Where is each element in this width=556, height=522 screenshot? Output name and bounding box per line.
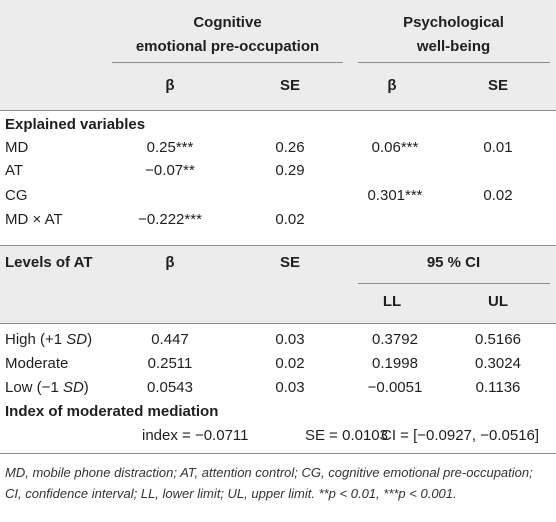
- section-title-levels: Levels of AT: [5, 254, 93, 271]
- group1-title-line1: Cognitive: [193, 14, 262, 31]
- row-label: Low (−1 SD): [5, 379, 89, 396]
- section2-top-rule: [0, 245, 556, 246]
- se-value: 0.02: [275, 211, 305, 228]
- subheader-shade: [0, 245, 556, 324]
- beta-value: −0.222***: [138, 211, 202, 228]
- ll-value: 0.1998: [372, 355, 418, 372]
- beta-header-1: β: [165, 77, 175, 94]
- section-title-explained: Explained variables: [5, 116, 146, 133]
- index-ci-value: CI = [−0.0927, −0.0516]: [381, 427, 540, 444]
- se-header-levels: SE: [279, 254, 300, 271]
- beta-value: 0.0543: [147, 379, 193, 396]
- row-label: AT: [5, 162, 24, 179]
- se-value: 0.02: [275, 355, 305, 372]
- section2-header-bottom-rule: [0, 323, 556, 324]
- group2-title-line1: Psychological: [403, 14, 504, 31]
- table-bottom-rule: [0, 453, 556, 454]
- group1-title-line2: emotional pre-occupation: [135, 38, 320, 55]
- ul-value: 0.1136: [475, 379, 521, 396]
- row-label: Moderate: [5, 355, 69, 372]
- ul-value: 0.3024: [475, 355, 521, 372]
- group1-rule: [112, 62, 343, 63]
- beta-header-2: β: [387, 77, 397, 94]
- beta-value: 0.25***: [146, 139, 194, 156]
- se-value: 0.03: [275, 379, 305, 396]
- group2-title-line2: well-being: [416, 38, 491, 55]
- beta-value: 0.2511: [147, 355, 193, 372]
- ul-value: 0.5166: [475, 331, 521, 348]
- se-value: 0.26: [275, 139, 305, 156]
- row-label: MD: [5, 139, 29, 156]
- ll-header: LL: [382, 293, 402, 310]
- se-header-1: SE: [279, 77, 300, 94]
- ul-header: UL: [488, 293, 508, 310]
- row-label: High (+1 SD): [5, 331, 93, 348]
- se-value: 0.01: [483, 139, 513, 156]
- ll-value: 0.3792: [372, 331, 418, 348]
- se-header-2: SE: [487, 77, 508, 94]
- se-value: 0.03: [275, 331, 305, 348]
- row-label: MD × AT: [5, 211, 63, 228]
- header-bottom-rule: [0, 110, 556, 111]
- beta-value: 0.06***: [371, 139, 419, 156]
- header-shade: [0, 0, 556, 111]
- beta-value: 0.301***: [367, 187, 423, 204]
- se-value: 0.29: [275, 162, 305, 179]
- index-value: index = −0.0711: [142, 427, 249, 444]
- index-se-value: SE = 0.0103: [305, 427, 388, 444]
- ll-value: −0.0051: [367, 379, 423, 396]
- beta-header-levels: β: [165, 254, 175, 271]
- table-footnote: MD, mobile phone distraction; AT, attent…: [5, 465, 533, 501]
- row-label: CG: [5, 187, 28, 204]
- ci-header: 95 % CI: [426, 254, 481, 271]
- beta-value: −0.07**: [145, 162, 195, 179]
- ci-rule: [358, 283, 550, 284]
- group2-rule: [358, 62, 550, 63]
- beta-value: 0.447: [151, 331, 189, 348]
- se-value: 0.02: [483, 187, 513, 204]
- section-title-index: Index of moderated mediation: [5, 403, 219, 420]
